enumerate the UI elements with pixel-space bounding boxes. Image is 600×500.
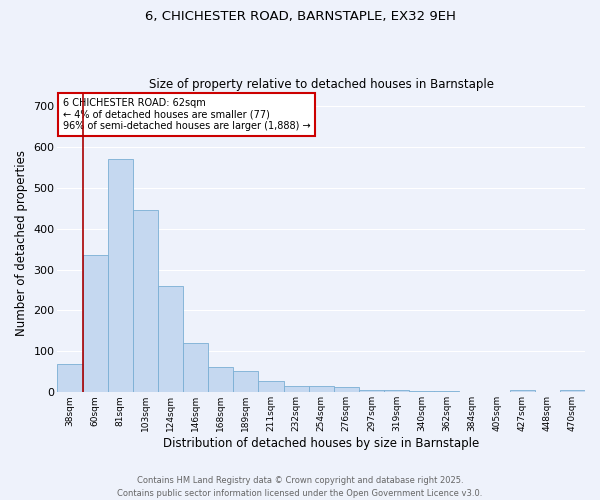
Text: 6 CHICHESTER ROAD: 62sqm
← 4% of detached houses are smaller (77)
96% of semi-de: 6 CHICHESTER ROAD: 62sqm ← 4% of detache… bbox=[63, 98, 310, 131]
Text: Contains HM Land Registry data © Crown copyright and database right 2025.
Contai: Contains HM Land Registry data © Crown c… bbox=[118, 476, 482, 498]
X-axis label: Distribution of detached houses by size in Barnstaple: Distribution of detached houses by size … bbox=[163, 437, 479, 450]
Bar bbox=[560, 390, 585, 392]
Bar bbox=[158, 286, 183, 393]
Bar bbox=[384, 390, 409, 392]
Title: Size of property relative to detached houses in Barnstaple: Size of property relative to detached ho… bbox=[149, 78, 494, 91]
Bar bbox=[83, 255, 108, 392]
Text: 6, CHICHESTER ROAD, BARNSTAPLE, EX32 9EH: 6, CHICHESTER ROAD, BARNSTAPLE, EX32 9EH bbox=[145, 10, 455, 23]
Bar bbox=[133, 210, 158, 392]
Bar bbox=[108, 159, 133, 392]
Bar bbox=[58, 364, 83, 392]
Bar bbox=[183, 343, 208, 392]
Bar bbox=[259, 381, 284, 392]
Bar bbox=[409, 390, 434, 392]
Bar bbox=[334, 388, 359, 392]
Bar bbox=[359, 390, 384, 392]
Bar bbox=[233, 371, 259, 392]
Y-axis label: Number of detached properties: Number of detached properties bbox=[15, 150, 28, 336]
Bar bbox=[308, 386, 334, 392]
Bar bbox=[284, 386, 308, 392]
Bar bbox=[208, 367, 233, 392]
Bar bbox=[509, 390, 535, 392]
